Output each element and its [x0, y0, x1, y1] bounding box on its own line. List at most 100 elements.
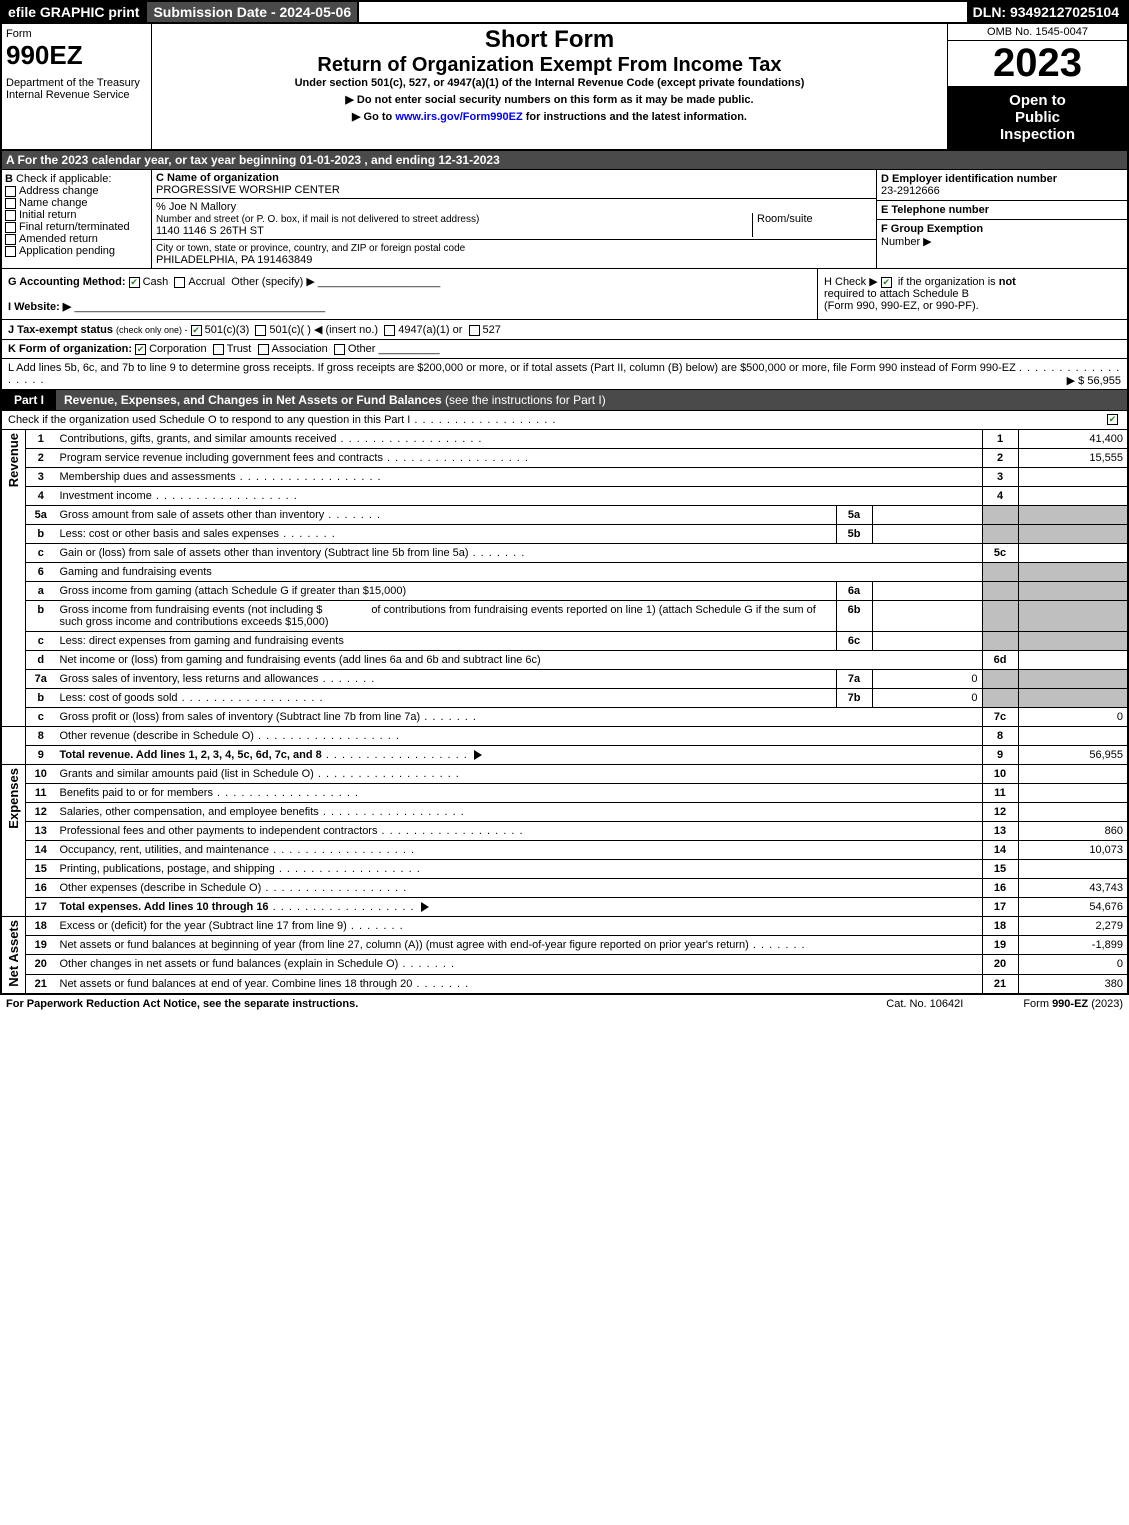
num-7c: 7c: [982, 708, 1018, 727]
num-16: 16: [982, 879, 1018, 898]
val-17: 54,676: [1018, 898, 1128, 917]
side-revenue-label: Revenue: [6, 433, 21, 487]
desc-6: Gaming and fundraising events: [56, 563, 983, 582]
desc-6d: Net income or (loss) from gaming and fun…: [56, 651, 983, 670]
val-15: [1018, 860, 1128, 879]
col-b: B Check if applicable: Address change Na…: [2, 170, 152, 268]
line-6a: a Gross income from gaming (attach Sched…: [1, 582, 1128, 601]
g-accrual: Accrual: [188, 276, 225, 288]
ln-6: 6: [26, 563, 56, 582]
chk-association[interactable]: [258, 344, 269, 355]
chk-schedule-o[interactable]: [1107, 414, 1118, 425]
val-19: -1,899: [1018, 936, 1128, 955]
h-text2: if the organization is: [898, 276, 999, 288]
chk-accrual[interactable]: [174, 277, 185, 288]
chk-527[interactable]: [469, 325, 480, 336]
omb-number: OMB No. 1545-0047: [948, 24, 1127, 41]
num-8: 8: [982, 727, 1018, 746]
chk-initial-return[interactable]: [5, 210, 16, 221]
k-trust: Trust: [227, 343, 252, 355]
header-right: OMB No. 1545-0047 2023 Open to Public In…: [947, 24, 1127, 149]
h-text4: (Form 990, 990-EZ, or 990-PF).: [824, 300, 979, 312]
c-name-block: C Name of organization PROGRESSIVE WORSH…: [152, 170, 876, 199]
desc-6b: Gross income from fundraising events (no…: [56, 601, 837, 632]
submission-date: Submission Date - 2024-05-06: [147, 2, 359, 22]
chk-final-return[interactable]: [5, 222, 16, 233]
innum-7a: 7a: [836, 670, 872, 689]
opt-final-return: Final return/terminated: [19, 221, 130, 233]
desc-2: Program service revenue including govern…: [56, 449, 983, 468]
line-7a: 7a Gross sales of inventory, less return…: [1, 670, 1128, 689]
opt-address-change: Address change: [19, 185, 99, 197]
num-6-grey: [982, 563, 1018, 582]
desc-3: Membership dues and assessments: [56, 468, 983, 487]
desc-9: Total revenue. Add lines 1, 2, 3, 4, 5c,…: [56, 746, 983, 765]
chk-trust[interactable]: [213, 344, 224, 355]
opt-initial-return: Initial return: [19, 209, 76, 221]
city-value: PHILADELPHIA, PA 191463849: [156, 254, 312, 266]
innum-5a: 5a: [836, 506, 872, 525]
part-i-header: Part I Revenue, Expenses, and Changes in…: [0, 390, 1129, 411]
part-i-title-extra: (see the instructions for Part I): [445, 393, 606, 407]
part-i-title-text: Revenue, Expenses, and Changes in Net As…: [64, 393, 442, 407]
chk-application-pending[interactable]: [5, 246, 16, 257]
line-2: 2 Program service revenue including gove…: [1, 449, 1128, 468]
k-other: Other: [348, 343, 376, 355]
chk-cash[interactable]: [129, 277, 140, 288]
num-6d: 6d: [982, 651, 1018, 670]
chk-address-change[interactable]: [5, 186, 16, 197]
desc-16: Other expenses (describe in Schedule O): [56, 879, 983, 898]
chk-501c3[interactable]: [191, 325, 202, 336]
chk-amended-return[interactable]: [5, 234, 16, 245]
line-3: 3 Membership dues and assessments 3: [1, 468, 1128, 487]
ln-21: 21: [26, 974, 56, 993]
line-15: 15 Printing, publications, postage, and …: [1, 860, 1128, 879]
chk-name-change[interactable]: [5, 198, 16, 209]
desc-5a: Gross amount from sale of assets other t…: [56, 506, 837, 525]
inval-6b: [872, 601, 982, 632]
chk-501c[interactable]: [255, 325, 266, 336]
num-15: 15: [982, 860, 1018, 879]
desc-6b-1: Gross income from fundraising events (no…: [60, 604, 323, 616]
ln-8: 8: [26, 727, 56, 746]
j-sub: (check only one) -: [116, 325, 188, 335]
footer: For Paperwork Reduction Act Notice, see …: [0, 994, 1129, 1013]
chk-4947[interactable]: [384, 325, 395, 336]
top-bar: efile GRAPHIC print Submission Date - 20…: [0, 0, 1129, 24]
desc-17: Total expenses. Add lines 10 through 16: [56, 898, 983, 917]
street-label: Number and street (or P. O. box, if mail…: [156, 214, 479, 225]
irs-link[interactable]: www.irs.gov/Form990EZ: [395, 111, 522, 123]
k-corporation: Corporation: [149, 343, 206, 355]
col-c: C Name of organization PROGRESSIVE WORSH…: [152, 170, 877, 268]
chk-other[interactable]: [334, 344, 345, 355]
num-3: 3: [982, 468, 1018, 487]
num-5a-grey: [982, 506, 1018, 525]
care-of: % Joe N Mallory: [156, 201, 236, 213]
f-label: F Group Exemption: [881, 223, 983, 235]
desc-15: Printing, publications, postage, and shi…: [56, 860, 983, 879]
num-1: 1: [982, 430, 1018, 449]
efile-print-label[interactable]: efile GRAPHIC print: [2, 2, 147, 22]
g-other: Other (specify) ▶: [231, 276, 315, 288]
ein-value: 23-2912666: [881, 185, 940, 197]
val-12: [1018, 803, 1128, 822]
opt-application-pending: Application pending: [19, 245, 115, 257]
j-501c: 501(c)( ): [269, 324, 311, 336]
val-13: 860: [1018, 822, 1128, 841]
num-2: 2: [982, 449, 1018, 468]
line-17: 17 Total expenses. Add lines 10 through …: [1, 898, 1128, 917]
chk-corporation[interactable]: [135, 344, 146, 355]
line-7b: b Less: cost of goods sold 7b 0: [1, 689, 1128, 708]
l-text: L Add lines 5b, 6c, and 7b to line 9 to …: [8, 362, 1016, 374]
chk-h[interactable]: [881, 277, 892, 288]
h-text1: H Check ▶: [824, 276, 878, 288]
num-19: 19: [982, 936, 1018, 955]
val-7a-grey: [1018, 670, 1128, 689]
irs-label: Internal Revenue Service: [6, 89, 147, 101]
footer-left: For Paperwork Reduction Act Notice, see …: [6, 998, 358, 1010]
ln-20: 20: [26, 955, 56, 974]
dln: DLN: 93492127025104: [967, 2, 1127, 22]
desc-4: Investment income: [56, 487, 983, 506]
row-gh: G Accounting Method: Cash Accrual Other …: [0, 269, 1129, 320]
num-18: 18: [982, 917, 1018, 936]
